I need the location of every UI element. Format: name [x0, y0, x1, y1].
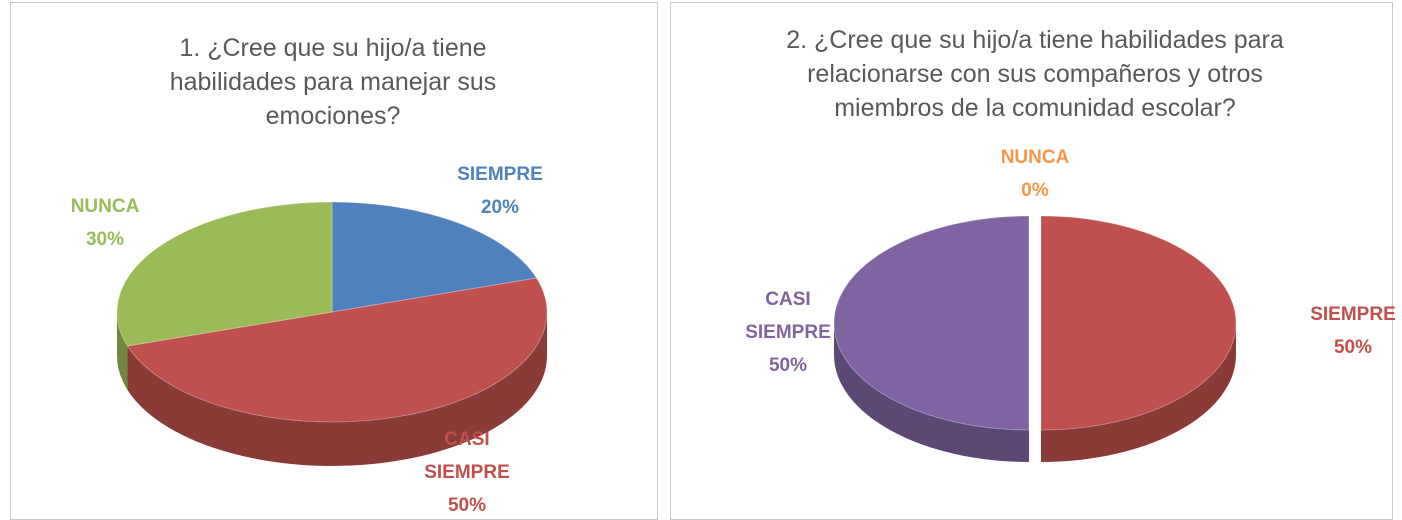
data-label: NUNCA 30%	[40, 190, 170, 256]
data-label-value: 30%	[85, 229, 125, 250]
pie-slice	[126, 277, 548, 423]
data-label: SIEMPRE 20%	[435, 158, 565, 224]
pie-slice	[833, 215, 1030, 431]
chart-title: 1. ¿Cree que su hijo/a tiene habilidades…	[169, 34, 497, 130]
pie-slice-side	[117, 312, 128, 390]
data-label-category: SIEMPRE	[457, 164, 543, 185]
data-label-value: 50%	[447, 495, 487, 516]
data-label: CASI SIEMPRE 50%	[402, 423, 532, 520]
pie-slice	[116, 201, 333, 347]
data-label-value: 0%	[1021, 180, 1049, 201]
pie-slice	[331, 201, 538, 313]
data-label-category: NUNCA	[70, 196, 140, 217]
data-label-category: SIEMPRE	[1310, 304, 1396, 325]
data-label-value: 20%	[480, 197, 520, 218]
chart-frame	[670, 2, 1393, 520]
pie-slice	[1040, 215, 1237, 431]
pie-slice-side	[834, 323, 1029, 462]
data-label: CASI SIEMPRE 50%	[723, 283, 853, 382]
chart-title: 2. ¿Cree que su hijo/a tiene habilidades…	[786, 26, 1284, 122]
pie-slice-side	[1041, 323, 1236, 462]
data-label-value: 50%	[1333, 337, 1373, 358]
data-label: SIEMPRE 50%	[1288, 298, 1402, 364]
data-label-category: NUNCA	[1000, 147, 1070, 168]
data-label-value: 50%	[768, 355, 808, 376]
pie-slice-side	[127, 312, 547, 466]
data-label-category: CASI SIEMPRE	[745, 289, 831, 343]
data-label-category: CASI SIEMPRE	[424, 429, 510, 483]
data-label: NUNCA 0%	[970, 141, 1100, 207]
